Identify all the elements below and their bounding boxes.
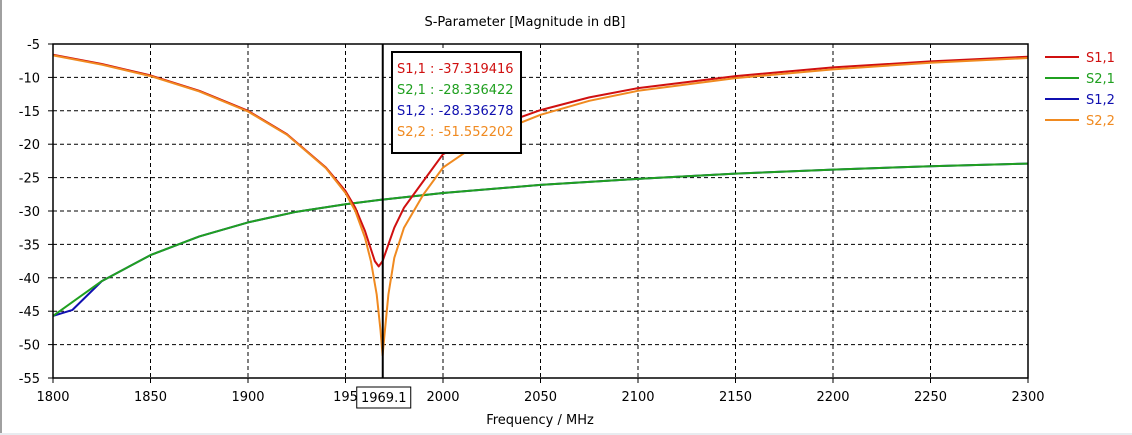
- y-tick-label: -30: [19, 205, 40, 220]
- legend: S1,1 S2,1 S1,2 S2,2: [1045, 51, 1115, 129]
- y-tick-label: -45: [19, 305, 40, 320]
- y-tick-label: -20: [19, 138, 40, 153]
- chart-title: S-Parameter [Magnitude in dB]: [424, 15, 625, 30]
- x-tick-label: 1900: [231, 390, 264, 405]
- x-tick-label: 2200: [816, 390, 849, 405]
- window-bottom-border: [0, 433, 1132, 435]
- marker-readout-S1-1: S1,1 : -37.319416: [397, 62, 514, 77]
- x-tick-label: 195: [333, 390, 358, 405]
- y-tick-label: -50: [19, 339, 40, 354]
- y-tick-label: -35: [19, 238, 40, 253]
- grid: [53, 44, 1028, 378]
- x-tick-label: 2000: [426, 390, 459, 405]
- legend-label-S1-2: S1,2: [1086, 93, 1115, 108]
- x-tick-label: 2050: [524, 390, 557, 405]
- x-tick-label: 1850: [134, 390, 167, 405]
- marker-readout-S2-1: S2,1 : -28.336422: [397, 83, 514, 98]
- y-tick-label: -10: [19, 71, 40, 86]
- window-left-border: [0, 0, 2, 435]
- marker-readout-box: [391, 51, 522, 154]
- marker-x-value: 1969.1: [361, 391, 407, 406]
- x-tick-label: 2150: [719, 390, 752, 405]
- x-tick-label: 2100: [621, 390, 654, 405]
- marker-readout-S2-2: S2,2 : -51.552202: [397, 125, 514, 140]
- y-tick-label: -55: [19, 372, 40, 387]
- marker[interactable]: 1969.1 S1,1 : -37.319416 S2,1 : -28.336422…: [356, 44, 522, 409]
- y-axis-ticks: -5 -10 -15 -20 -25 -30 -35 -40 -45 -50 -55: [19, 38, 53, 387]
- legend-label-S2-1: S2,1: [1086, 72, 1115, 87]
- y-tick-label: -15: [19, 105, 40, 120]
- marker-readout-S1-2: S1,2 : -28.336278: [397, 104, 514, 119]
- x-tick-label: 2250: [914, 390, 947, 405]
- marker-x-value-box: [356, 386, 412, 409]
- x-tick-label: 1800: [36, 390, 69, 405]
- x-tick-label: 2300: [1011, 390, 1044, 405]
- legend-label-S2-2: S2,2: [1086, 114, 1115, 129]
- y-tick-label: -25: [19, 172, 40, 187]
- x-axis-label: Frequency / MHz: [486, 413, 594, 428]
- y-tick-label: -5: [27, 38, 40, 53]
- x-axis-ticks: 1800 1850 1900 195 2000 2050 2100 2150 2200 2250 2…: [36, 378, 1045, 405]
- y-tick-label: -40: [19, 272, 40, 287]
- legend-label-S1-1: S1,1: [1086, 51, 1115, 66]
